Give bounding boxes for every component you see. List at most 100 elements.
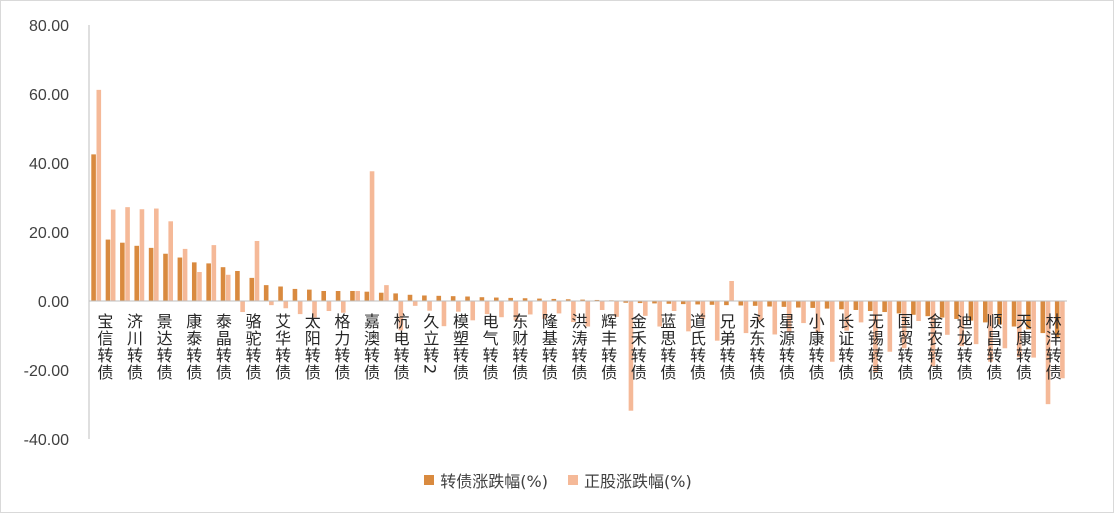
bar-stock: [154, 208, 159, 301]
y-tick-label: -40.00: [24, 432, 69, 449]
bar-bond: [738, 301, 744, 306]
x-tick-label: 天康转债: [1013, 313, 1032, 381]
x-tick-label: 兄弟转债: [717, 313, 736, 381]
bar-stock: [571, 301, 576, 323]
bar-bond: [321, 290, 327, 301]
bar-stock: [168, 221, 174, 301]
bar-bond: [335, 290, 341, 301]
bar-bond: [997, 301, 1002, 325]
bar-bond: [724, 301, 729, 306]
bar-bond: [637, 301, 643, 304]
bar-stock: [671, 301, 677, 312]
bar-stock: [844, 301, 849, 331]
bar-stock: [786, 301, 792, 332]
bar-bond: [364, 291, 370, 301]
x-tick-label: 骆驼转债: [243, 313, 262, 381]
x-tick-label: 景达转债: [154, 313, 173, 381]
bar-bond: [206, 263, 211, 301]
bar-stock: [441, 301, 447, 327]
bar-stock: [340, 301, 346, 313]
bar-stock: [369, 171, 375, 301]
bar-stock: [355, 290, 360, 301]
bar-stock: [527, 301, 533, 315]
bar-stock: [456, 301, 461, 312]
bar-bond: [911, 301, 916, 315]
bar-stock: [1060, 301, 1065, 379]
bar-bond: [220, 267, 226, 301]
bar-stock: [470, 301, 476, 321]
bar-bond: [1026, 301, 1031, 330]
bar-stock: [312, 301, 317, 318]
bar-stock: [628, 301, 634, 411]
bar-stock: [858, 301, 864, 323]
x-tick-label: 格力转债: [331, 313, 350, 381]
x-tick-label: 太阳转债: [302, 313, 321, 381]
legend: 转债涨跌幅(%) 正股涨跌幅(%): [1, 468, 1114, 492]
bar-stock: [96, 89, 102, 301]
bar-bond: [709, 301, 715, 305]
bar-stock: [916, 301, 921, 322]
bar-stock: [829, 301, 835, 362]
bar-stock: [110, 209, 116, 301]
bar-bond: [508, 297, 513, 301]
bar-stock: [973, 301, 979, 345]
x-tick-label: 久立转2: [420, 313, 439, 375]
bar-bond: [120, 242, 125, 301]
bar-bond: [565, 299, 571, 301]
x-tick-label: 顺昌转债: [983, 313, 1002, 381]
bar-stock: [657, 301, 663, 327]
bar-bond: [163, 253, 168, 301]
x-tick-label: 星源转债: [776, 313, 795, 381]
bar-bond: [925, 301, 931, 317]
x-tick-label: 蓝思转债: [657, 313, 676, 381]
bar-bond: [493, 297, 499, 301]
bar-stock: [297, 301, 303, 315]
bar-stock: [873, 301, 878, 373]
bar-stock: [1016, 301, 1022, 358]
x-tick-label: 隆基转债: [539, 313, 558, 381]
bar-bond: [407, 294, 413, 301]
bar-bond: [882, 301, 887, 313]
x-tick-label: 无锡转债: [865, 313, 884, 381]
bar-bond: [939, 301, 945, 318]
bar-stock: [412, 301, 418, 306]
bar-stock: [254, 240, 260, 301]
bar-bond: [1040, 301, 1046, 334]
legend-label-stock: 正股涨跌幅(%): [584, 472, 692, 491]
bar-stock: [139, 209, 145, 301]
bar-stock: [427, 301, 432, 311]
bar-bond: [666, 301, 672, 304]
x-tick-label: 济川转债: [124, 313, 143, 381]
x-tick-label: 金农转债: [924, 313, 943, 381]
x-tick-label: 金禾转债: [628, 313, 647, 381]
bar-bond: [623, 301, 629, 303]
y-tick-label: 80.00: [29, 18, 69, 35]
bar-stock: [326, 301, 332, 312]
bar-stock: [988, 301, 993, 362]
bar-stock: [930, 301, 936, 367]
bar-stock: [643, 301, 648, 316]
bar-stock: [283, 301, 289, 309]
bar-bond: [1011, 301, 1017, 327]
x-tick-label: 电气转债: [480, 313, 499, 381]
bar-bond: [450, 296, 456, 301]
bar-stock: [901, 301, 907, 349]
bar-bond: [781, 301, 787, 307]
bar-bond: [853, 301, 859, 310]
bar-stock: [542, 301, 547, 319]
bar-stock: [614, 301, 619, 317]
bar-stock: [887, 301, 893, 352]
x-tick-label: 长证转债: [835, 313, 854, 381]
legend-swatch-bond: [424, 475, 435, 485]
bar-bond: [105, 239, 111, 301]
bar-bond: [796, 301, 801, 308]
bar-bond: [954, 301, 959, 319]
bar-bond: [767, 301, 772, 307]
bar-bond: [191, 262, 197, 301]
bar-stock: [815, 301, 821, 333]
bar-bond: [177, 257, 183, 301]
bar-bond: [896, 301, 902, 314]
bar-stock: [398, 301, 404, 331]
bar-bond: [422, 295, 427, 301]
